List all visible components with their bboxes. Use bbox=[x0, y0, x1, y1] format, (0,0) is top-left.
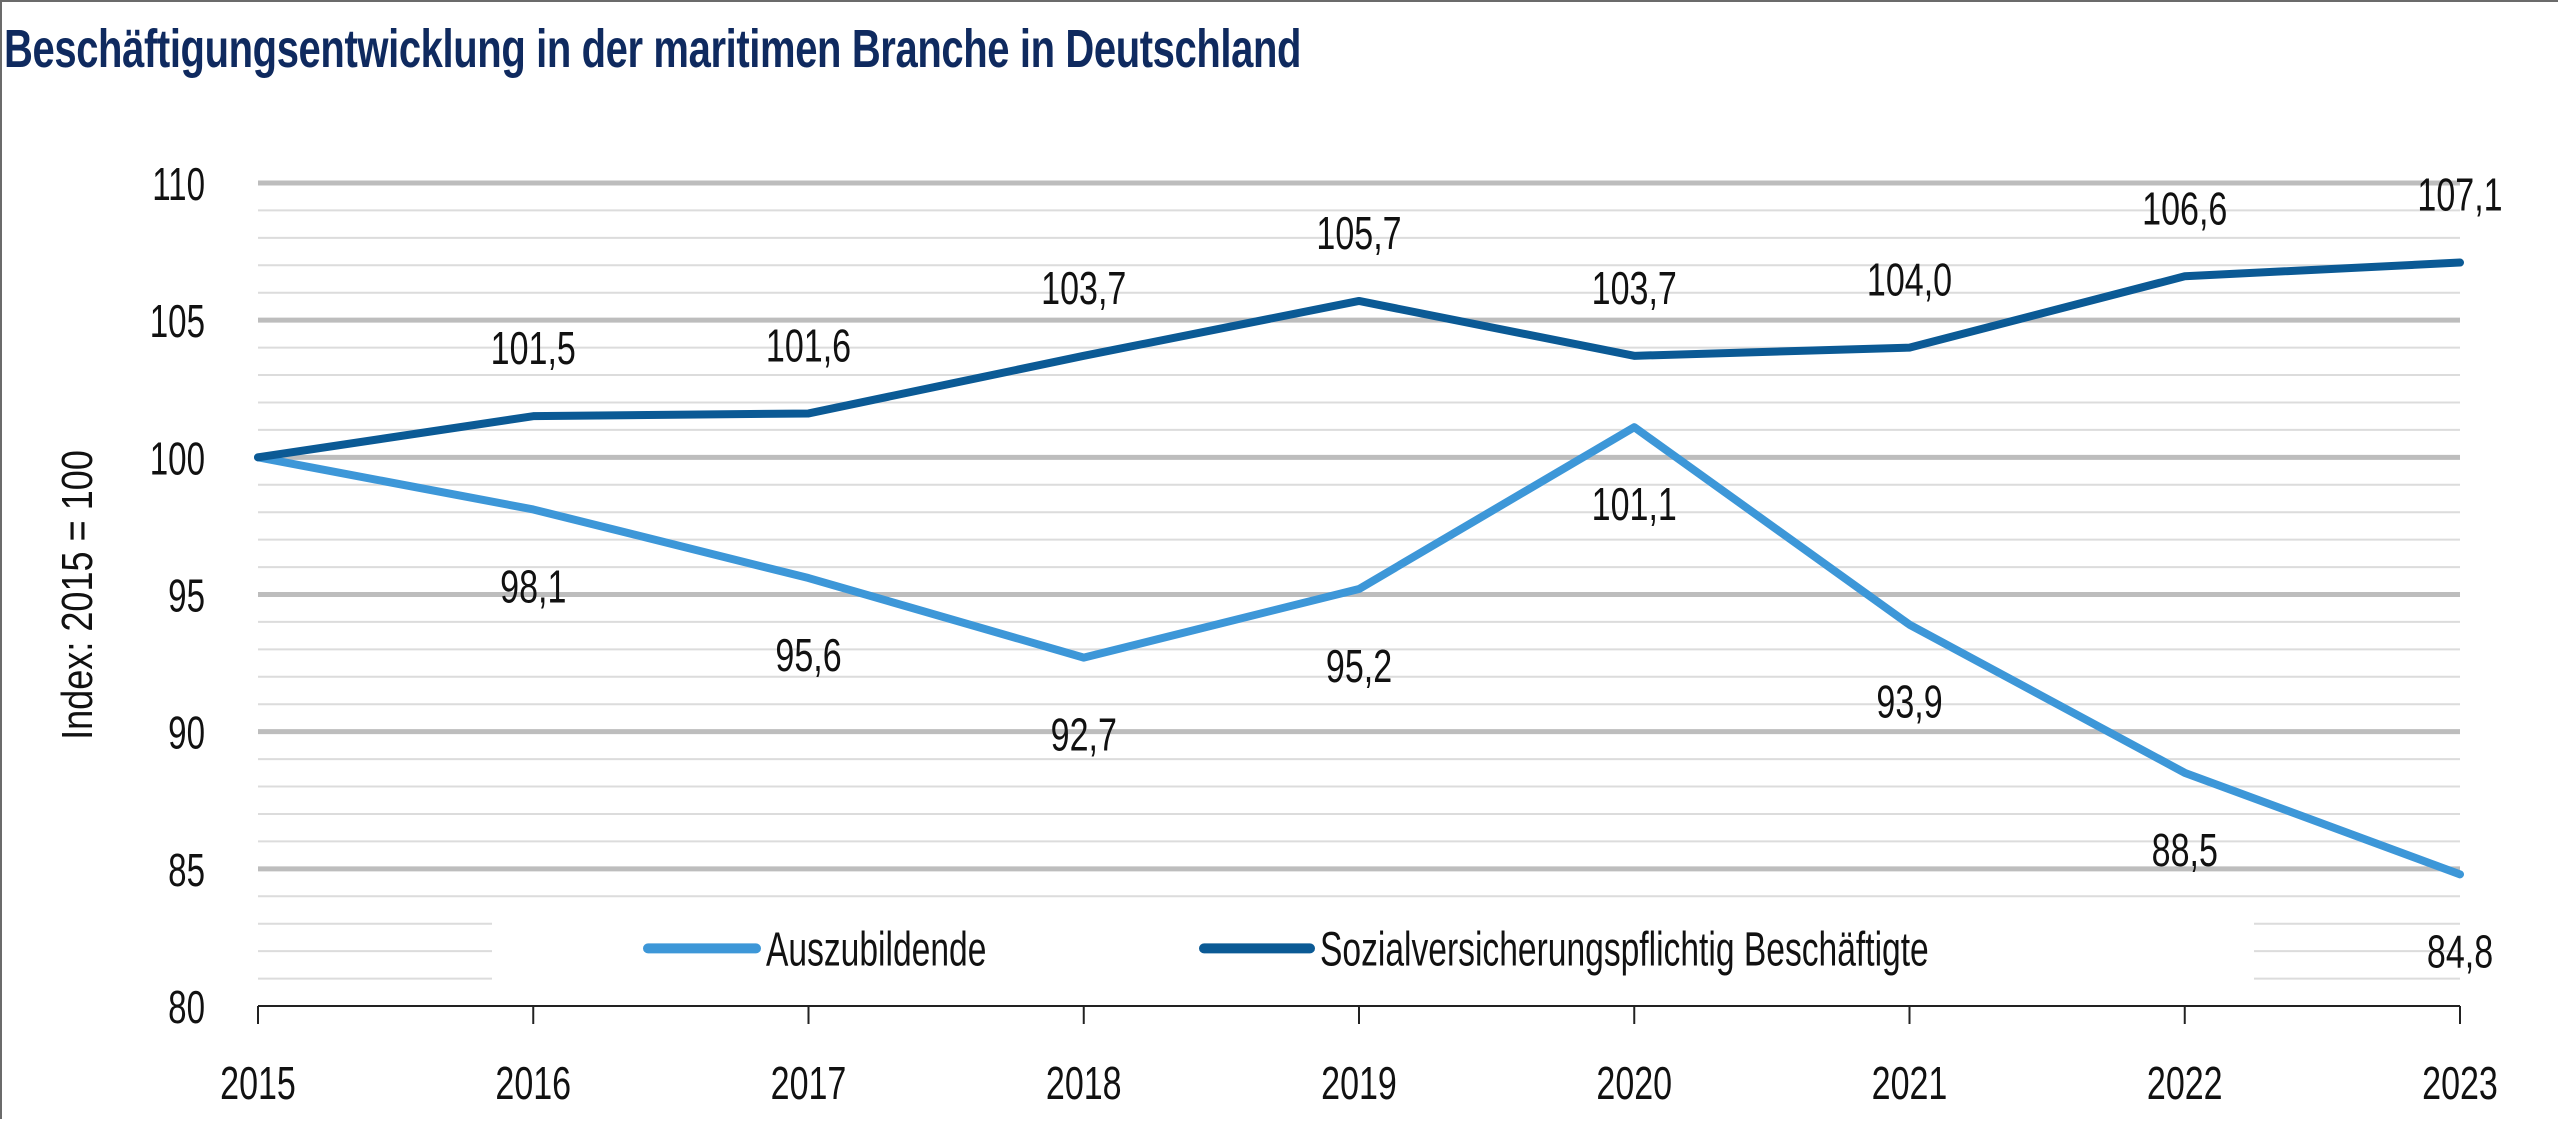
y-tick-label: 110 bbox=[152, 160, 205, 210]
data-label: 103,7 bbox=[1592, 262, 1677, 314]
chart-title: Beschäftigungsentwicklung in der maritim… bbox=[4, 19, 1302, 79]
x-tick-label: 2017 bbox=[771, 1057, 847, 1109]
data-label: 92,7 bbox=[1051, 709, 1117, 761]
data-label: 98,1 bbox=[500, 560, 566, 612]
x-tick-label: 2022 bbox=[2147, 1057, 2223, 1109]
legend-label: Auszubildende bbox=[766, 921, 986, 975]
y-tick-label: 85 bbox=[168, 846, 205, 896]
data-label: 106,6 bbox=[2142, 182, 2227, 234]
data-label: 103,7 bbox=[1041, 262, 1126, 314]
y-axis-label: Index: 2015 = 100 bbox=[53, 450, 102, 740]
y-tick-label: 95 bbox=[168, 571, 205, 621]
x-tick-label: 2015 bbox=[220, 1057, 296, 1109]
data-label: 88,5 bbox=[2152, 824, 2218, 876]
x-tick-label: 2016 bbox=[495, 1057, 571, 1109]
y-tick-label: 90 bbox=[168, 708, 205, 758]
data-label: 101,6 bbox=[766, 319, 851, 371]
x-tick-label: 2018 bbox=[1046, 1057, 1122, 1109]
y-tick-label: 105 bbox=[150, 297, 205, 347]
x-tick-label: 2021 bbox=[1872, 1057, 1948, 1109]
legend-box bbox=[492, 903, 2254, 1000]
data-label: 101,1 bbox=[1592, 478, 1677, 530]
data-label: 107,1 bbox=[2417, 168, 2502, 220]
data-label: 93,9 bbox=[1876, 676, 1942, 728]
y-tick-label: 100 bbox=[150, 434, 205, 484]
legend-background bbox=[492, 903, 2254, 1000]
data-label: 101,5 bbox=[491, 322, 576, 374]
y-tick-label: 80 bbox=[168, 983, 205, 1033]
data-label: 104,0 bbox=[1867, 254, 1952, 306]
legend: Auszubildende Sozialversicherungspflichti… bbox=[643, 921, 1929, 976]
data-labels: 98,1 95,6 92,7 95,2 101,1 93,9 88,5 84,8 101,5 10… bbox=[491, 168, 2503, 977]
x-tick-label: 2019 bbox=[1321, 1057, 1397, 1109]
x-tick-label: 2020 bbox=[1596, 1057, 1672, 1109]
axes: 80 85 90 95 100 105 110 2015 2016 2017 2018 2019 202… bbox=[150, 160, 2498, 1109]
series-lines bbox=[254, 258, 2464, 879]
data-label: 95,2 bbox=[1326, 640, 1392, 692]
legend-label: Sozialversicherungspflichtig Beschäftigt… bbox=[1320, 921, 1929, 975]
data-label: 105,7 bbox=[1316, 207, 1401, 259]
data-label: 84,8 bbox=[2427, 925, 2493, 977]
x-tick-label: 2023 bbox=[2422, 1057, 2498, 1109]
data-label: 95,6 bbox=[775, 629, 841, 681]
